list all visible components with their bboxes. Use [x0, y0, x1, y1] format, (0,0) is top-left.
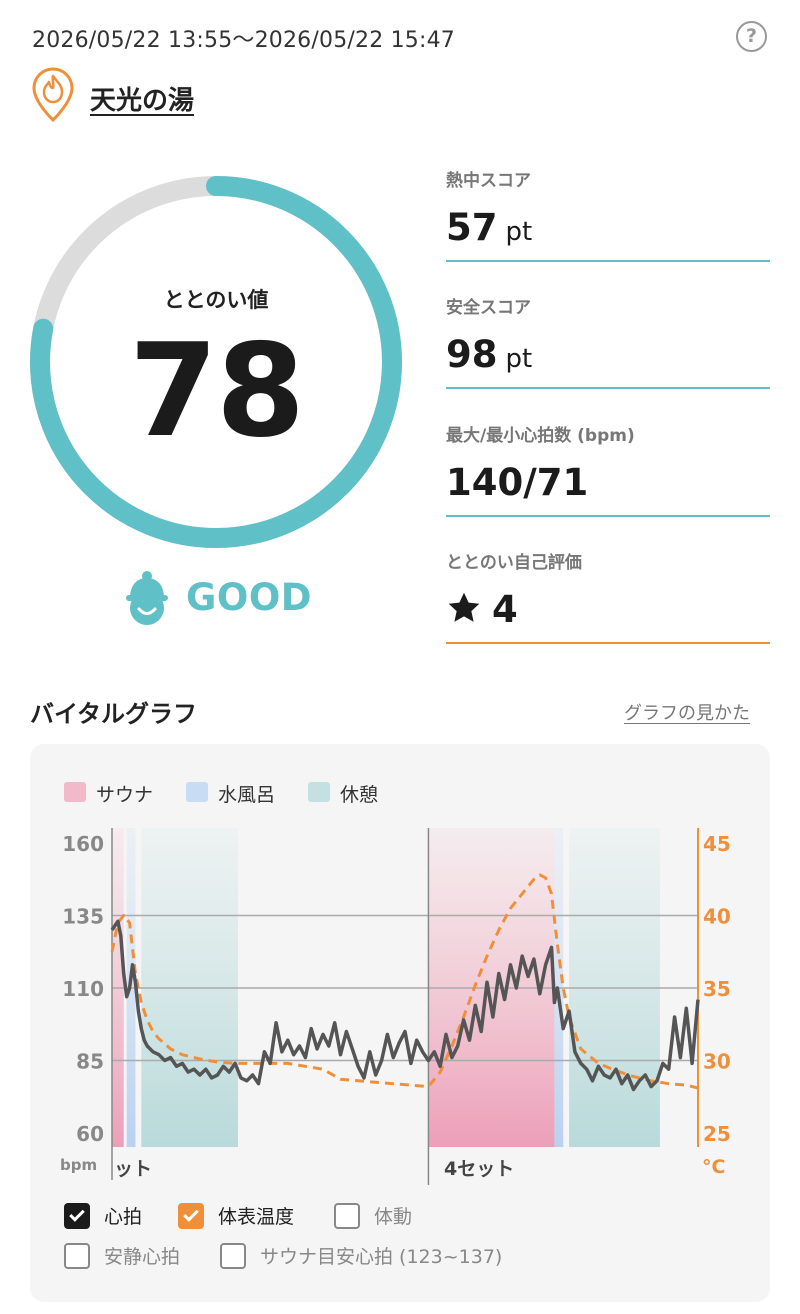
- left-tick-label: 160: [62, 832, 104, 856]
- metric-underline: [446, 260, 770, 262]
- right-tick-label: 25: [703, 1122, 731, 1146]
- metric-safety-score: 安全スコア 98 pt: [446, 293, 770, 391]
- checkbox-unchecked[interactable]: [220, 1243, 246, 1269]
- checkbox-unchecked[interactable]: [64, 1243, 90, 1269]
- legend-label: サウナ: [96, 784, 154, 806]
- metric-label: 熱中スコア: [446, 171, 531, 191]
- metric-value: 57 pt: [446, 206, 533, 249]
- metric-heat-score: 熱中スコア 57 pt: [446, 166, 770, 264]
- metric-self-rating[interactable]: ととのい自己評価 4: [446, 548, 770, 646]
- legend-label: 休憩: [340, 784, 379, 806]
- right-tick-label: 30: [703, 1050, 731, 1074]
- left-tick-label: 110: [62, 977, 104, 1001]
- session-date-range: 2026/05/22 13:55〜2026/05/22 15:47: [32, 28, 455, 53]
- checkbox-unchecked[interactable]: [334, 1203, 360, 1229]
- vital-graph-title: バイタルグラフ: [30, 700, 198, 728]
- help-button[interactable]: ?: [736, 21, 767, 52]
- left-tick-label: 85: [76, 1050, 104, 1074]
- toggle-label: サウナ目安心拍 (123~137): [260, 1246, 503, 1268]
- smiling-face-sauna-hat-icon: [126, 571, 168, 625]
- toggle-label: 安静心拍: [104, 1246, 181, 1268]
- grade-text: GOOD: [186, 576, 312, 619]
- metric-value: 4: [446, 588, 518, 631]
- metric-label: 安全スコア: [446, 298, 531, 318]
- toggle-label: 心拍: [104, 1206, 143, 1228]
- gauge-value: 78: [128, 317, 305, 466]
- legend-swatch: [64, 782, 86, 802]
- facility-name[interactable]: 天光の湯: [90, 86, 195, 116]
- metric-underline: [446, 387, 770, 389]
- metric-underline: [446, 515, 770, 517]
- right-tick-label: 40: [703, 905, 731, 929]
- legend-label: 水風呂: [218, 784, 276, 806]
- series-heart-rate: [110, 919, 700, 1092]
- legend-swatch: [186, 782, 208, 802]
- metric-value: 140/71: [446, 461, 589, 504]
- checkbox-checked[interactable]: [64, 1203, 90, 1229]
- metric-underline: [446, 642, 770, 644]
- star-icon: [448, 592, 480, 622]
- left-tick-label: 60: [76, 1122, 104, 1146]
- totonoi-gauge: [30, 176, 402, 548]
- metric-label: ととのい自己評価: [446, 553, 582, 573]
- gauge-progress-arc: [30, 176, 402, 548]
- left-tick-label: 135: [62, 905, 104, 929]
- right-axis-unit: °C: [702, 1156, 725, 1178]
- left-axis-unit: bpm: [60, 1156, 97, 1174]
- toggle-label: 体表温度: [218, 1206, 295, 1228]
- set-label-prev: ット: [114, 1158, 152, 1180]
- right-tick-label: 45: [703, 832, 731, 856]
- gauge-label: ととのい値: [163, 288, 269, 312]
- top-bar: 2026/05/22 13:55〜2026/05/22 15:47 ?: [0, 0, 800, 70]
- right-tick-label: 35: [703, 977, 731, 1001]
- metric-value: 98 pt: [446, 333, 533, 376]
- toggle-label: 体動: [374, 1206, 413, 1228]
- flame-pin-icon: [32, 67, 74, 122]
- legend-swatch: [308, 782, 330, 802]
- graph-guide-link[interactable]: グラフの見かた: [624, 703, 750, 724]
- metric-label: 最大/最小心拍数 (bpm): [446, 426, 635, 446]
- checkbox-checked[interactable]: [178, 1203, 204, 1229]
- metric-heart-rate: 最大/最小心拍数 (bpm) 140/71: [446, 421, 770, 519]
- set-label-4: 4セット: [444, 1158, 514, 1180]
